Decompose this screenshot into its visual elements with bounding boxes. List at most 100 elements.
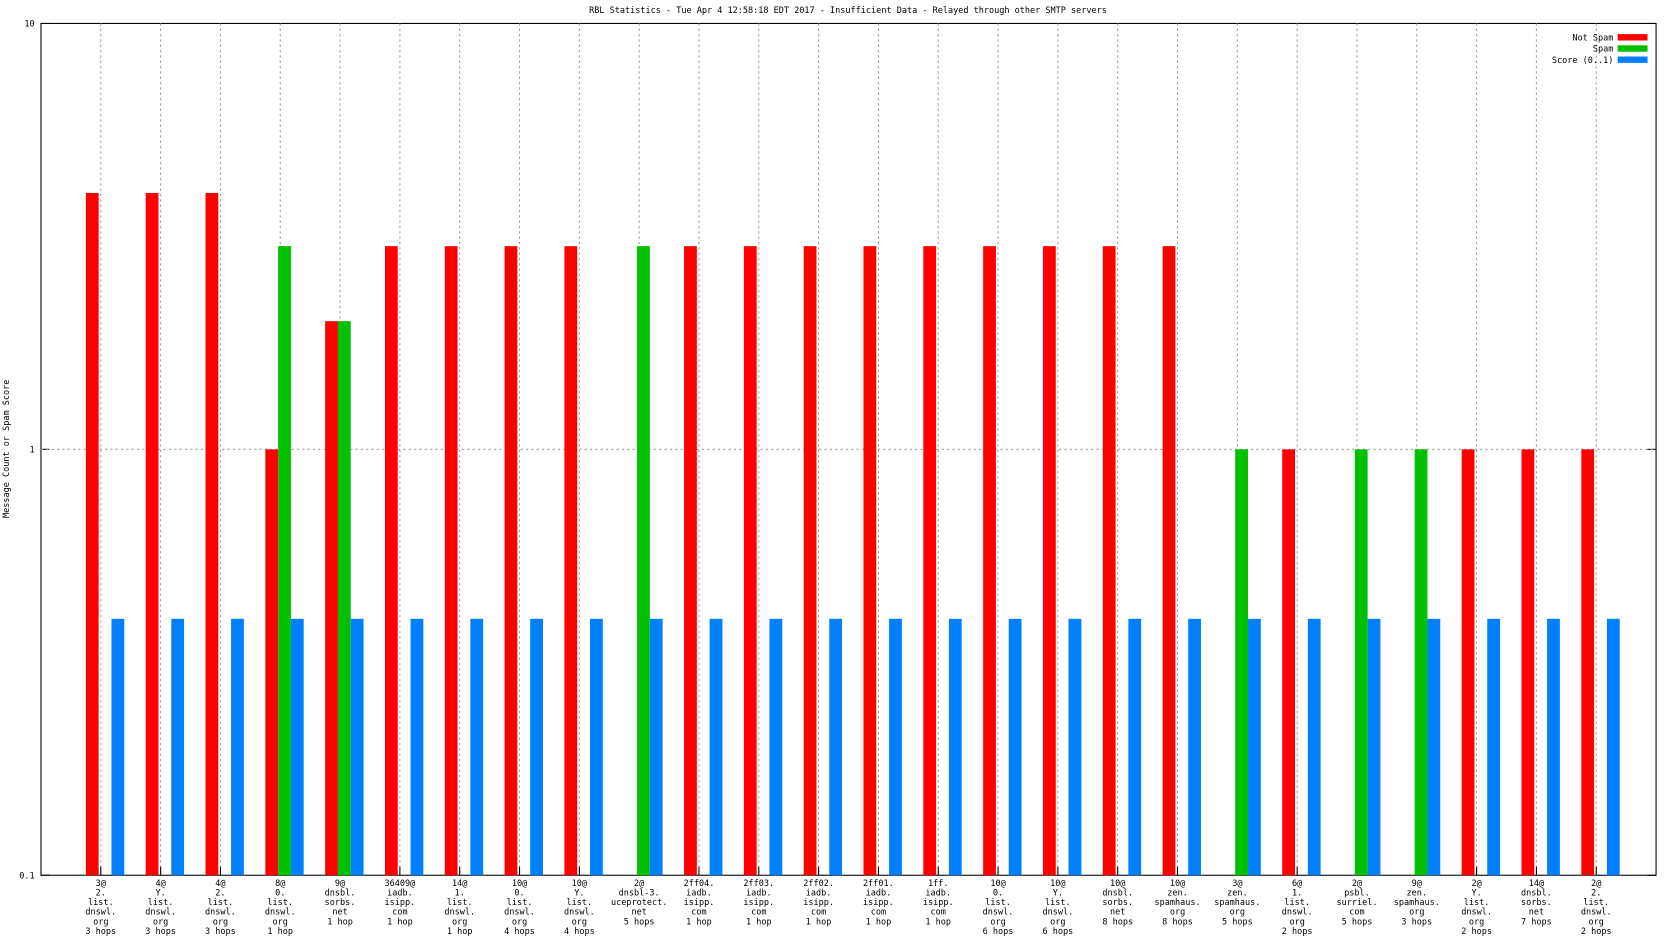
bar: [769, 618, 783, 876]
x-tick-label: isipp.: [743, 898, 774, 908]
x-tick-label: org: [273, 917, 288, 927]
x-tick-label: dnsbl.: [1521, 888, 1552, 898]
bar: [504, 246, 518, 876]
x-tick-label: 2.: [96, 888, 106, 898]
x-tick-label: Y.: [155, 888, 165, 898]
x-tick-label: 2ff03.: [743, 879, 774, 889]
x-tick-label: org: [1289, 917, 1304, 927]
x-tick-label: Y.: [1471, 888, 1481, 898]
x-tick-label: 3 hops: [145, 927, 176, 936]
legend-swatch: [1617, 45, 1648, 52]
y-tick-label: 10: [24, 20, 34, 30]
x-tick-label: Y.: [574, 888, 584, 898]
bar: [1427, 618, 1441, 876]
bar: [590, 618, 603, 876]
bar: [564, 246, 578, 876]
bar: [1042, 246, 1056, 876]
x-tick-label: 3 hops: [1401, 917, 1432, 927]
bar: [948, 618, 962, 876]
x-tick-label: zen.: [1227, 888, 1248, 898]
x-tick-label: list.: [507, 898, 533, 908]
x-tick-label: iadb.: [925, 888, 951, 898]
x-tick-label: com: [751, 908, 766, 918]
bar: [325, 321, 338, 876]
x-tick-label: dnswl.: [983, 908, 1014, 918]
x-tick-label: 5 hops: [1342, 917, 1373, 927]
bar: [1606, 618, 1620, 876]
x-tick-label: 10@: [1110, 879, 1125, 889]
x-tick-label: 2@: [1591, 879, 1601, 889]
bar: [889, 618, 902, 876]
x-tick-label: 2.: [215, 888, 225, 898]
x-tick-label: 9@: [1412, 879, 1422, 889]
x-tick-label: org: [512, 917, 527, 927]
x-tick-label: com: [1349, 908, 1364, 918]
x-tick-label: 1 hop: [746, 917, 772, 927]
bar: [649, 618, 663, 876]
y-tick-label: 1: [29, 446, 34, 456]
x-tick-label: zen.: [1407, 888, 1428, 898]
x-tick-label: 1ff.: [928, 879, 949, 889]
x-tick-label: dnswl.: [1461, 908, 1492, 918]
x-tick-label: list.: [447, 898, 473, 908]
x-tick-label: 1 hop: [806, 917, 832, 927]
bar: [1188, 618, 1201, 876]
x-tick-label: 1 hop: [686, 917, 712, 927]
x-tick-label: 4 hops: [504, 927, 535, 936]
x-tick-label: 4@: [155, 879, 165, 889]
x-tick-label: dnsbl-3.: [619, 888, 660, 898]
x-tick-label: org: [990, 917, 1005, 927]
bar: [145, 192, 159, 876]
bar: [923, 246, 937, 876]
x-tick-label: sorbs.: [1521, 898, 1552, 908]
x-tick-label: 10@: [990, 879, 1005, 889]
x-tick-label: 6 hops: [1043, 927, 1074, 936]
bar: [1128, 618, 1142, 876]
x-tick-label: 1.: [1292, 888, 1302, 898]
y-tick-label: 0.1: [19, 871, 34, 881]
x-tick-label: 7 hops: [1521, 917, 1552, 927]
x-tick-label: org: [153, 917, 168, 927]
x-tick-label: 6@: [1292, 879, 1302, 889]
x-tick-label: dnswl.: [564, 908, 595, 918]
x-tick-label: 5 hops: [624, 917, 655, 927]
x-tick-label: 1 hop: [327, 917, 353, 927]
x-tick-label: dnsbl.: [1102, 888, 1133, 898]
x-tick-label: dnswl.: [1282, 908, 1313, 918]
bar: [1235, 449, 1248, 876]
x-tick-label: 4@: [215, 879, 225, 889]
bar: [1008, 618, 1022, 876]
bar: [1354, 449, 1368, 876]
legend-label: Spam: [1593, 45, 1614, 55]
x-tick-label: iadb.: [686, 888, 712, 898]
x-tick-label: 2@: [634, 879, 644, 889]
legend-label: Not Spam: [1572, 34, 1613, 44]
legend-label: Score (0..1): [1552, 56, 1614, 66]
bar: [171, 618, 185, 876]
x-tick-label: net: [631, 908, 646, 918]
bar: [1367, 618, 1381, 876]
x-tick-label: list.: [208, 898, 234, 908]
y-axis-label: Message Count or Spam Score: [2, 380, 12, 518]
x-tick-label: org: [1050, 917, 1065, 927]
x-tick-label: net: [1529, 908, 1544, 918]
x-tick-label: org: [452, 917, 467, 927]
x-tick-label: isipp.: [923, 898, 954, 908]
x-tick-label: list.: [1464, 898, 1490, 908]
x-tick-label: spamhaus.: [1154, 898, 1200, 908]
legend-swatch: [1617, 56, 1648, 63]
bar: [410, 618, 424, 876]
x-tick-label: net: [332, 908, 347, 918]
bar: [684, 246, 697, 876]
bar: [1521, 449, 1535, 876]
bar: [470, 618, 484, 876]
x-tick-label: org: [1469, 917, 1484, 927]
x-tick-label: 2ff01.: [863, 879, 894, 889]
x-tick-label: 8@: [275, 879, 285, 889]
x-tick-label: 2ff04.: [684, 879, 715, 889]
x-tick-label: com: [811, 908, 826, 918]
bar: [530, 618, 543, 876]
bar: [278, 246, 291, 876]
x-tick-label: 8 hops: [1102, 917, 1133, 927]
